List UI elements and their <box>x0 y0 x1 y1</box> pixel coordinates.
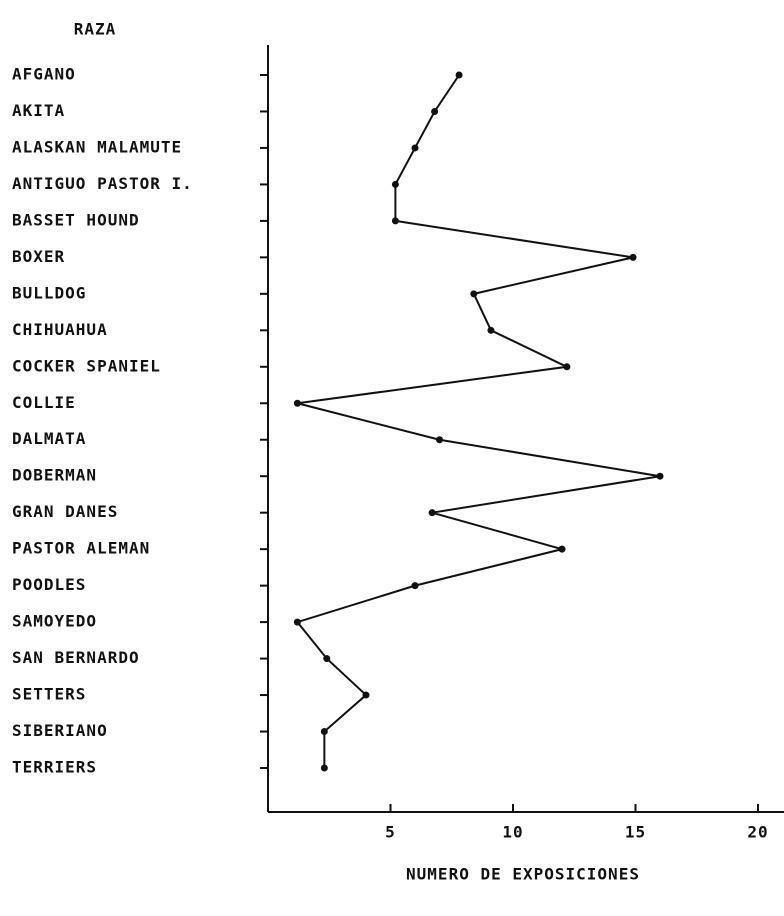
y-tick-label: COCKER SPANIEL <box>12 356 161 375</box>
y-tick-label: BASSET HOUND <box>12 210 140 229</box>
x-tick-label: 5 <box>385 823 396 842</box>
point <box>320 728 328 736</box>
chart-title: RAZA <box>74 20 117 39</box>
y-tick-label: SIBERIANO <box>12 721 108 740</box>
y-tick-label: SETTERS <box>12 685 86 704</box>
point <box>436 436 443 444</box>
y-tick-label: GRAN DANES <box>12 502 118 521</box>
point <box>391 180 399 188</box>
point <box>455 71 463 79</box>
y-tick-label: AFGANO <box>12 65 76 84</box>
point <box>487 326 495 334</box>
x-tick-label: 20 <box>747 823 768 842</box>
point <box>656 472 664 480</box>
y-tick-label: DOBERMAN <box>12 466 97 485</box>
y-tick-label: SAMOYEDO <box>12 612 97 631</box>
point <box>320 764 328 772</box>
x-axis-label: NUMERO DE EXPOSICIONES <box>406 865 640 884</box>
y-tick-label: SAN BERNARDO <box>12 648 140 667</box>
point <box>411 582 419 590</box>
y-tick-label: BOXER <box>12 247 65 266</box>
point <box>428 509 436 517</box>
y-tick-label: TERRIERS <box>12 758 97 777</box>
y-tick-label: PASTOR ALEMAN <box>12 539 150 558</box>
point <box>293 399 301 407</box>
point <box>323 655 331 663</box>
y-tick-label: AKITA <box>12 101 65 120</box>
y-tick-label: ANTIGUO PASTOR I. <box>12 174 193 193</box>
point <box>558 545 566 553</box>
y-tick-label: DALMATA <box>12 429 86 448</box>
point <box>362 691 370 699</box>
y-tick-label: POODLES <box>12 575 86 594</box>
y-tick-label: COLLIE <box>12 393 76 412</box>
y-tick-label: ALASKAN MALAMUTE <box>12 137 182 156</box>
point <box>293 618 301 626</box>
point <box>411 144 419 152</box>
point <box>563 363 571 371</box>
point <box>431 107 439 115</box>
y-tick-label: BULLDOG <box>12 283 86 302</box>
point <box>470 290 478 298</box>
line <box>295 74 661 768</box>
point <box>629 253 637 261</box>
y-tick-label: CHIHUAHUA <box>12 320 108 339</box>
x-tick-label: 10 <box>502 823 523 842</box>
point <box>391 217 399 225</box>
x-tick-label: 15 <box>625 823 646 842</box>
